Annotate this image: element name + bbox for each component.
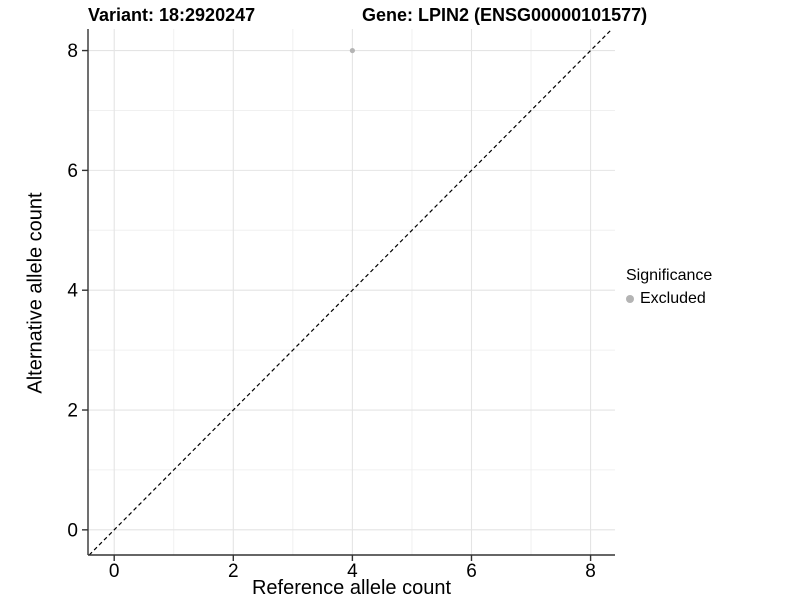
x-axis-title: Reference allele count (251, 577, 451, 599)
x-tick-label: 0 (109, 561, 120, 582)
data-point (349, 47, 355, 54)
y-tick-label: 8 (67, 41, 78, 62)
x-tick-label: 2 (228, 561, 239, 582)
y-axis-title: Alternative allele count (24, 192, 47, 394)
x-tick-label: 8 (585, 561, 596, 582)
identity-line (88, 28, 613, 556)
legend: Significance Excluded (626, 267, 712, 308)
x-tick-label: 6 (466, 561, 477, 582)
y-tick-label: 2 (67, 401, 78, 422)
legend-item-label: Excluded (640, 290, 706, 307)
gene-title: Gene: LPIN2 (ENSG00000101577) (362, 5, 648, 25)
legend-title: Significance (626, 267, 713, 284)
legend-dot-icon (626, 295, 634, 303)
y-tick-label: 0 (67, 520, 78, 541)
x-tick-label: 4 (347, 561, 358, 582)
y-tick-label: 6 (67, 161, 78, 182)
y-tick-label: 4 (67, 281, 78, 302)
legend-item-excluded: Excluded (626, 290, 712, 308)
variant-title: Variant: 18:2920247 (88, 5, 256, 25)
